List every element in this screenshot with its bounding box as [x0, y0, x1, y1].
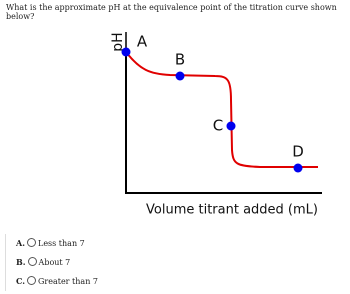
titration-curve — [125, 51, 318, 168]
option-text: Less than 7 — [38, 239, 85, 248]
point-label: B — [175, 51, 185, 69]
option[interactable]: C. Greater than 7 — [16, 272, 98, 291]
option-text: Greater than 7 — [38, 277, 98, 286]
x-axis-label: Volume titrant added (mL) — [146, 203, 318, 218]
point-label: C — [213, 117, 223, 135]
point — [293, 163, 303, 173]
options: A. Less than 7 B. About 7 C. Greater than 7 — [5, 234, 98, 291]
radio[interactable] — [27, 238, 36, 247]
option-letter: B. — [16, 257, 26, 267]
option[interactable]: B. About 7 — [16, 253, 98, 272]
point — [175, 71, 185, 81]
y-axis-label: pH — [110, 32, 126, 51]
option[interactable]: A. Less than 7 — [16, 234, 98, 253]
radio[interactable] — [27, 276, 37, 285]
option-letter: C. — [16, 276, 26, 286]
point-label: D — [292, 143, 304, 161]
diagram: pH A B C D Volume titrant added (mL) — [110, 32, 322, 218]
radio[interactable] — [27, 257, 37, 266]
point — [121, 47, 131, 57]
option-letter: A. — [16, 238, 25, 248]
point-label: A — [137, 33, 148, 51]
option-text: About 7 — [38, 258, 71, 267]
question: What is the approximate pH at the equiva… — [6, 3, 337, 21]
point — [226, 121, 236, 131]
